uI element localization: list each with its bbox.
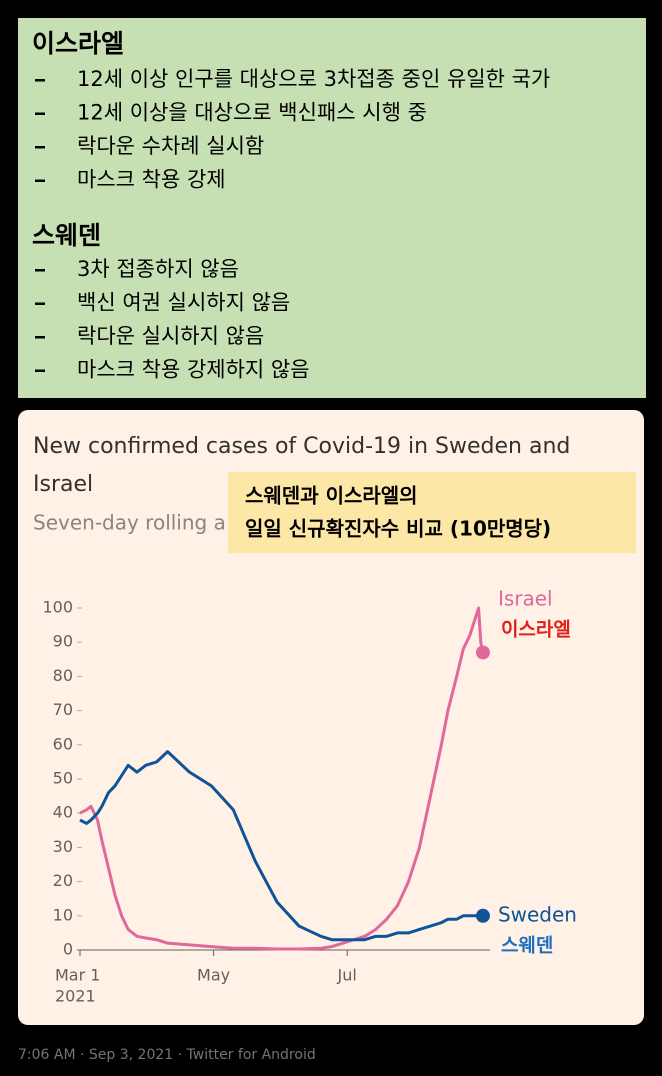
box-item: 마스크 착용 강제하지 않음 xyxy=(77,358,310,382)
box-heading: 스웨덴 xyxy=(32,221,101,250)
end-dot xyxy=(475,645,490,660)
box-item: 12세 이상 인구를 대상으로 3차접종 중인 유일한 국가 xyxy=(77,67,550,91)
y-tick-label: 50 xyxy=(53,769,73,788)
chart-subtitle: Seven-day rolling a xyxy=(33,511,226,535)
y-tick-label: 20 xyxy=(53,871,73,890)
x-year-label: 2021 xyxy=(55,987,96,1006)
series-label-ko: 스웨덴 xyxy=(501,934,553,956)
footer: 7:06 AM · Sep 3, 2021 · Twitter for Andr… xyxy=(18,1047,316,1063)
y-tick-label: 70 xyxy=(53,700,73,719)
bullet xyxy=(35,112,45,115)
bullet xyxy=(35,369,45,372)
annotation-box xyxy=(228,472,636,553)
box-item: 12세 이상을 대상으로 백신패스 시행 중 xyxy=(77,101,427,125)
box-item: 락다운 수차례 실시함 xyxy=(77,134,264,158)
y-tick-label: 100 xyxy=(42,598,73,617)
chart-title: New confirmed cases of Covid-19 in Swede… xyxy=(33,434,570,459)
annotation: 일일 신규확진자수 비교 (10만명당) xyxy=(245,517,551,541)
bullet xyxy=(35,336,45,339)
y-tick-label: 40 xyxy=(53,803,73,822)
chart-title: Israel xyxy=(33,472,93,497)
y-tick-label: 30 xyxy=(53,837,73,856)
bullet xyxy=(35,302,45,305)
x-tick-label: Jul xyxy=(337,966,357,985)
box-item: 마스크 착용 강제 xyxy=(77,168,226,192)
y-tick-label: 80 xyxy=(53,666,73,685)
annotation: 스웨덴과 이스라엘의 xyxy=(245,484,418,508)
series-label: Sweden xyxy=(498,902,577,926)
chart-card xyxy=(18,410,644,1025)
info-box xyxy=(18,18,646,398)
x-tick-label: May xyxy=(197,966,230,985)
y-tick-label: 60 xyxy=(53,734,73,753)
series-label-ko: 이스라엘 xyxy=(501,619,571,641)
end-dot xyxy=(475,908,490,923)
series-line xyxy=(79,750,483,942)
series-label: Israel xyxy=(498,587,553,611)
bullet xyxy=(35,79,45,82)
x-tick-label: Mar 1 xyxy=(55,966,100,985)
bullet xyxy=(35,269,45,272)
bullet xyxy=(35,179,45,182)
y-tick-label: 0 xyxy=(63,940,73,959)
box-item: 3차 접종하지 않음 xyxy=(77,257,239,281)
box-heading: 이스라엘 xyxy=(32,29,124,58)
bullet xyxy=(35,146,45,149)
box-item: 락다운 실시하지 않음 xyxy=(77,324,264,348)
series-line xyxy=(79,606,485,951)
box-item: 백신 여권 실시하지 않음 xyxy=(77,291,290,315)
y-tick-label: 10 xyxy=(53,905,73,924)
y-tick-label: 90 xyxy=(53,632,73,651)
